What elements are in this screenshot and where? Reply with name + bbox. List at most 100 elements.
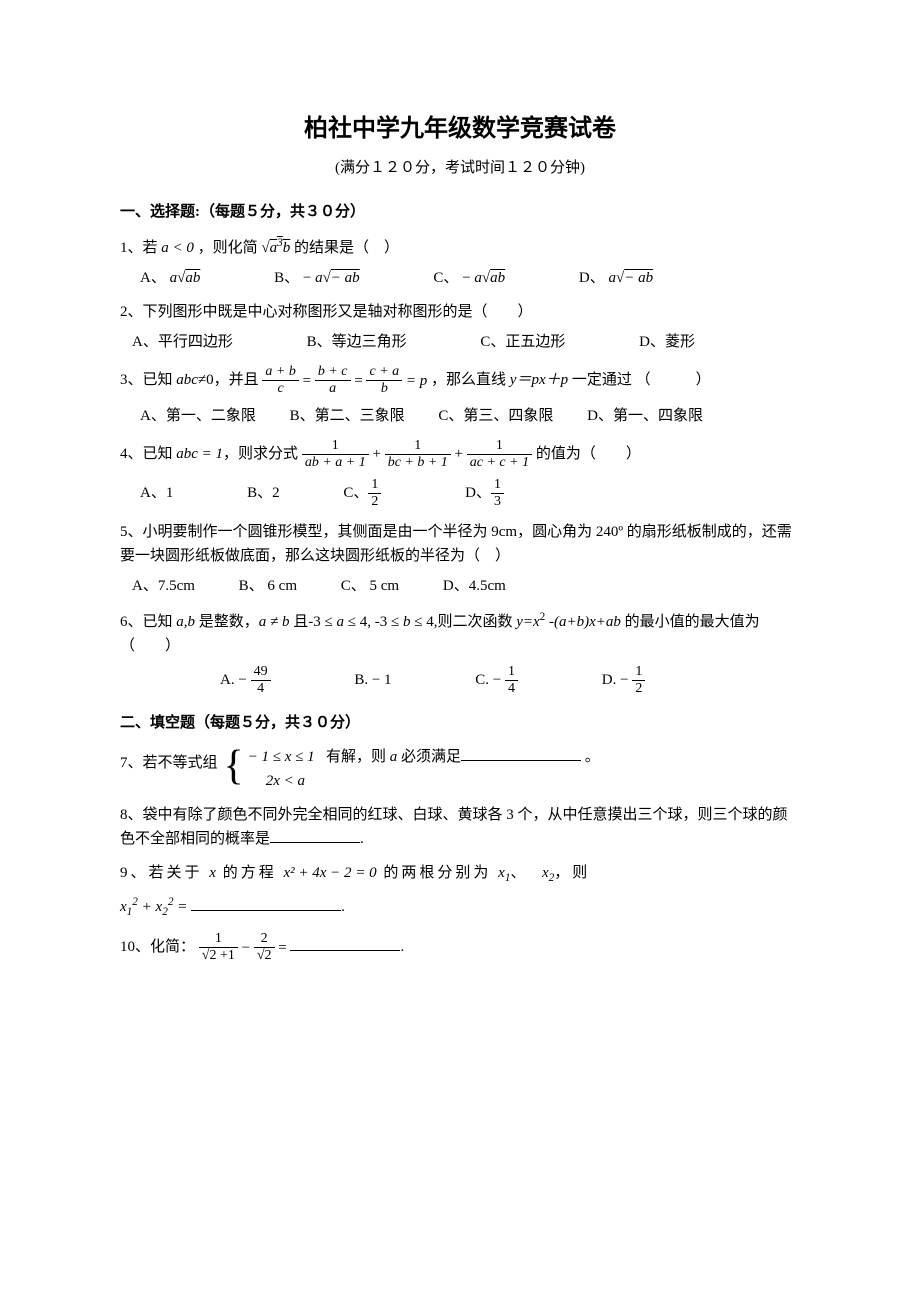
page-title: 柏社中学九年级数学竞赛试卷 [120, 110, 800, 148]
q8-tail: . [360, 831, 364, 847]
question-6: 6、已知 a,b 是整数，a ≠ b 且-3 ≤ a ≤ 4, -3 ≤ b ≤… [120, 608, 800, 658]
q4-opt-b: B、2 [247, 481, 280, 505]
q9-x: x [209, 865, 216, 881]
q3-eq-tail: = p [406, 369, 427, 393]
q7-line1-d: 必须满足 [397, 749, 461, 765]
q2-opt-b: B、等边三角形 [307, 330, 407, 354]
q3-options: A、第一、二象限 B、第二、三象限 C、第三、四象限 D、第一、四象限 [140, 404, 800, 428]
q5-opt-d: D、4.5cm [443, 574, 506, 598]
q8-text: 8、袋中有除了颜色不同外完全相同的红球、白球、黄球各 3 个，从中任意摸出三个球… [120, 807, 788, 847]
q9-text-d: 、 [510, 865, 528, 881]
q6-opt-c: C. − 14 [475, 664, 518, 697]
q6-text-a: 6、已知 [120, 614, 176, 630]
q3-frac1: a + bc [262, 364, 298, 397]
q2-opt-d: D、菱形 [639, 330, 695, 354]
q3-opt-a: A、第一、二象限 [140, 404, 256, 428]
q3-text-d: 一定通过 （ ） [568, 372, 711, 388]
q3-opt-b: B、第二、三象限 [290, 404, 405, 428]
q3-text-c: ，那么直线 [431, 372, 510, 388]
q1-text-c: 的结果是（ ） [294, 240, 399, 256]
question-7: 7、若不等式组 { − 1 ≤ x ≤ 1 有解，则 a 必须满足 。 2x <… [120, 745, 800, 793]
q6-neq: a ≠ b [259, 614, 290, 630]
q1-cond: a < 0 [161, 240, 194, 256]
q6-fn: y=x [516, 614, 539, 630]
q4-frac1: 1ab + a + 1 [302, 438, 369, 471]
q7-system: − 1 ≤ x ≤ 1 有解，则 a 必须满足 。 2x < a [248, 745, 600, 793]
q3-line: y＝px＋p [510, 372, 568, 388]
section-2-heading: 二、填空题（每题５分，共３０分） [120, 711, 800, 735]
q7-blank [461, 745, 581, 761]
q4-opt-a: A、1 [140, 481, 173, 505]
q5-opt-b: B、 6 cm [239, 574, 297, 598]
q2-opt-c: C、正五边形 [480, 330, 565, 354]
q2-opt-a: A、平行四边形 [132, 330, 233, 354]
q9-text-a: 9、若关于 [120, 865, 209, 881]
q6-options: A. − 494 B. − 1 C. − 14 D. − 12 [220, 664, 800, 697]
q7-text-a: 7、若不等式组 [120, 751, 218, 775]
q7-line1-e: 。 [581, 749, 600, 765]
q7-ineq1: − 1 ≤ x ≤ 1 [248, 749, 315, 765]
question-1: 1、若 a < 0 ，则化简 a3b 的结果是（ ） [120, 234, 800, 260]
q1-opt-b: B、 − a− ab [274, 266, 360, 290]
q6-text-f: -(a+b)x+ab [545, 614, 621, 630]
question-3: 3、已知 abc≠0，并且 a + bc = b + ca = c + ab =… [120, 364, 800, 397]
q1-opt-d: D、 a− ab [579, 266, 653, 290]
question-9: 9、若关于 x 的方程 x² + 4x − 2 = 0 的两根分别为 x1、 x… [120, 861, 800, 887]
q9-text-b: 的方程 [216, 865, 284, 881]
q4-opt-c: C、12 [343, 477, 381, 510]
q4-options: A、1 B、2 C、12 D、13 [140, 477, 800, 510]
q10-frac1: 12 +1 [199, 931, 238, 964]
q3-text-a: 3、已知 [120, 372, 176, 388]
q6-text-d: ≤ 4, -3 ≤ [344, 614, 403, 630]
brace-icon: { [224, 745, 244, 787]
q3-opt-c: C、第三、四象限 [438, 404, 553, 428]
q1-options: A、 aab B、 − a− ab C、 − aab D、 a− ab [140, 266, 800, 290]
q9-text-e: ，则 [554, 865, 590, 881]
q8-blank [270, 827, 360, 843]
question-8: 8、袋中有除了颜色不同外完全相同的红球、白球、黄球各 3 个，从中任意摸出三个球… [120, 803, 800, 851]
q3-text-b: ≠0，并且 [198, 372, 262, 388]
q6-opt-a: A. − 494 [220, 664, 271, 697]
q4-text-a: 4、已知 [120, 446, 176, 462]
q1-text-a: 1、若 [120, 240, 161, 256]
q5-opt-c: C、 5 cm [341, 574, 399, 598]
q6-text-c: 且-3 ≤ [290, 614, 337, 630]
section-1-heading: 一、选择题:（每题５分，共３０分） [120, 200, 800, 224]
q6-text-b: 是整数， [195, 614, 259, 630]
q4-frac2: 1bc + b + 1 [385, 438, 451, 471]
q7-ineq2: 2x < a [266, 773, 305, 789]
q1-text-b: ，则化简 [198, 240, 262, 256]
question-4: 4、已知 abc = 1，则求分式 1ab + a + 1 + 1bc + b … [120, 438, 800, 471]
q4-opt-d: D、13 [465, 477, 504, 510]
page-subtitle: (满分１２０分，考试时间１２０分钟) [120, 156, 800, 180]
q7-line1-b: 有解，则 [326, 749, 390, 765]
q6-text-e: ≤ 4,则二次函数 [410, 614, 516, 630]
q6-ab: a,b [176, 614, 195, 630]
q9-text-c: 的两根分别为 [377, 865, 499, 881]
question-10: 10、化简： 12 +1 − 22 = . [120, 931, 800, 964]
q10-tail: . [400, 939, 404, 955]
q9-expr: x12 + x22 = . [120, 893, 800, 921]
q3-frac2: b + ca [315, 364, 351, 397]
q3-frac3: c + ab [366, 364, 402, 397]
q6-opt-b: B. − 1 [354, 668, 391, 692]
q10-blank [290, 935, 400, 951]
q4-text-b: ，则求分式 [223, 446, 302, 462]
q3-abc: abc [176, 372, 198, 388]
q10-frac2: 22 [254, 931, 275, 964]
q5-opt-a: A、7.5cm [132, 574, 195, 598]
q9-eq: x² + 4x − 2 = 0 [283, 865, 376, 881]
q3-opt-d: D、第一、四象限 [587, 404, 703, 428]
q10-text: 10、化简： [120, 939, 195, 955]
q1-radicand: a3b [261, 240, 290, 256]
q2-options: A、平行四边形 B、等边三角形 C、正五边形 D、菱形 [132, 330, 800, 354]
q9-tail: . [341, 899, 345, 915]
question-5: 5、小明要制作一个圆锥形模型，其侧面是由一个半径为 9cm，圆心角为 240º … [120, 520, 800, 568]
question-2: 2、下列图形中既是中心对称图形又是轴对称图形的是（ ） [120, 300, 800, 324]
q6-opt-d: D. − 12 [602, 664, 646, 697]
q4-cond: abc = 1 [176, 446, 223, 462]
q1-opt-c: C、 − aab [433, 266, 505, 290]
q9-blank [191, 895, 341, 911]
q4-frac3: 1ac + c + 1 [467, 438, 532, 471]
q6-a: a [337, 614, 345, 630]
